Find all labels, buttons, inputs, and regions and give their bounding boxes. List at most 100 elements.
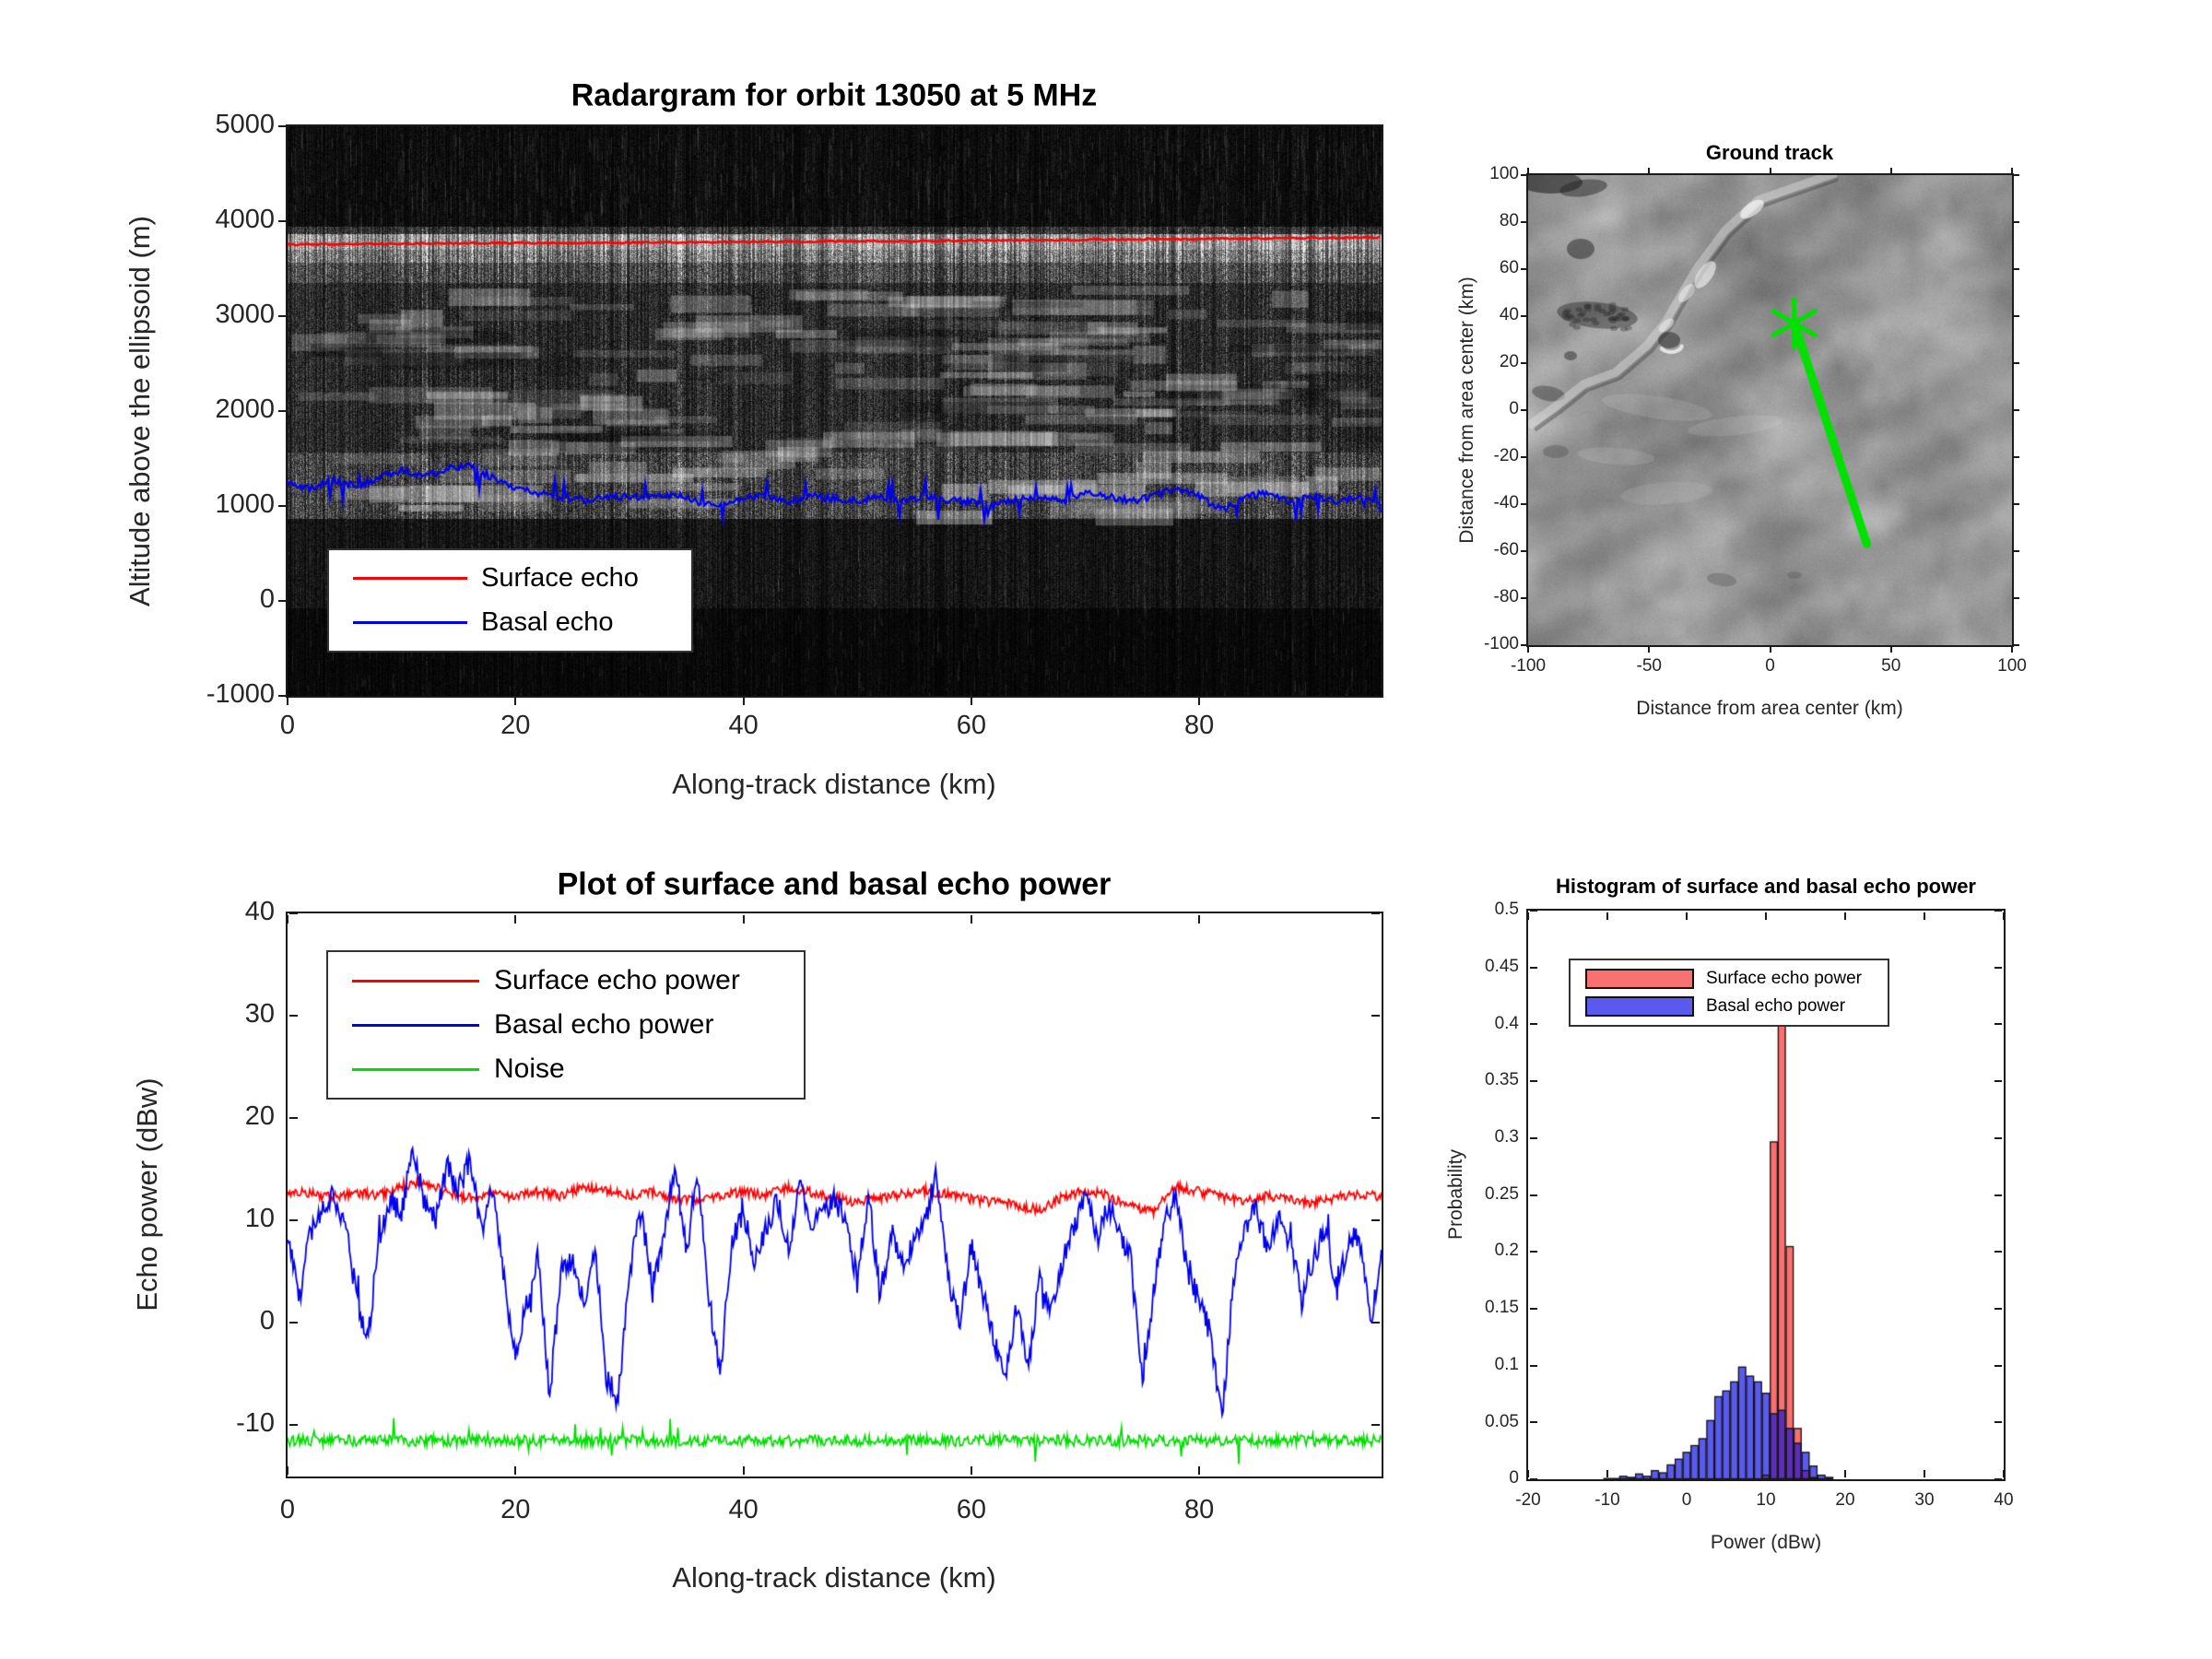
ground-track-tick-mark — [2014, 315, 2019, 317]
radargram-tick-mark — [278, 220, 286, 222]
radargram-tick-mark — [278, 505, 286, 507]
basal-echo-line-swatch — [353, 620, 467, 624]
histogram-y-tick-label: 0.15 — [1485, 1298, 1519, 1318]
legend-entry-surface-echo-power: Surface echo power — [1571, 968, 1888, 989]
radargram-y-tick-label: -1000 — [206, 679, 275, 710]
echo-power-y-tick-label: 0 — [259, 1306, 275, 1336]
ground-track-tick-mark — [1889, 168, 1892, 173]
ground-track-tick-mark — [2014, 174, 2019, 176]
ground-track-tick-mark — [1521, 409, 1526, 411]
ground-track-x-tick-label: -50 — [1636, 656, 1662, 676]
radargram-tick-mark — [1198, 698, 1201, 705]
ground-track-y-tick-label: -60 — [1493, 540, 1519, 560]
histogram-x-axis-label: Power (dBw) — [1710, 1532, 1822, 1553]
ground-track-tick-mark — [2014, 597, 2019, 599]
echo-power-x-tick-label: 40 — [728, 1495, 759, 1524]
legend-label: Noise — [494, 1053, 565, 1084]
legend-entry-noise: Noise — [328, 1053, 804, 1085]
radargram-y-tick-label: 2000 — [215, 394, 275, 425]
ground-track-tick-mark — [1648, 647, 1651, 653]
histogram-y-tick-label: 0.25 — [1485, 1183, 1519, 1204]
ground-track-y-tick-label: -100 — [1483, 634, 1519, 654]
radargram-tick-mark — [278, 410, 286, 412]
histogram-y-tick-label: 0.05 — [1485, 1411, 1519, 1431]
basal-histogram-swatch — [1585, 996, 1694, 1018]
radargram-tick-mark — [278, 125, 286, 127]
ground-track-tick-mark — [2011, 168, 2013, 173]
histogram-x-tick-label: 0 — [1681, 1490, 1692, 1510]
ground-track-tick-mark — [2014, 362, 2019, 364]
radargram-y-tick-label: 5000 — [215, 110, 275, 140]
radargram-y-tick-label: 1000 — [215, 489, 275, 520]
histogram-y-tick-label: 0.35 — [1485, 1070, 1519, 1090]
echo-power-x-tick-label: 0 — [279, 1495, 296, 1524]
ground-track-x-tick-label: -100 — [1510, 656, 1547, 676]
radargram-tick-mark — [970, 698, 972, 705]
ground-track-tick-mark — [2014, 503, 2019, 505]
ground-track-x-axis-label: Distance from area center (km) — [1636, 698, 1903, 719]
echo-power-y-tick-label: -10 — [236, 1408, 275, 1439]
surface-echo-line-swatch — [353, 577, 467, 581]
echo-power-y-tick-label: 10 — [244, 1204, 275, 1234]
ground-track-y-tick-label: -80 — [1493, 587, 1519, 607]
radargram-x-tick-label: 80 — [1184, 711, 1215, 740]
ground-track-y-tick-label: 100 — [1489, 164, 1519, 184]
histogram-x-tick-label: 20 — [1835, 1490, 1855, 1510]
ground-track-x-tick-label: 0 — [1765, 656, 1775, 676]
echo-power-y-tick-label: 40 — [244, 897, 275, 927]
ground-track-tick-mark — [1889, 647, 1892, 653]
radargram-tick-mark — [287, 698, 288, 705]
radargram-tick-mark — [742, 698, 745, 705]
radargram-legend: Surface echo Basal echo — [327, 548, 693, 653]
ground-track-title: Ground track — [1705, 141, 1834, 164]
ground-track-x-tick-label: 50 — [1881, 656, 1901, 676]
ground-track-tick-mark — [2014, 550, 2019, 552]
histogram-legend: Surface echo power Basal echo power — [1569, 959, 1889, 1027]
basal-echo-power-line-swatch — [352, 1023, 479, 1027]
histogram-x-tick-label: 10 — [1756, 1490, 1776, 1510]
echo-power-legend: Surface echo power Basal echo power Nois… — [326, 950, 806, 1100]
surface-echo-power-line-swatch — [352, 979, 479, 982]
radargram-x-axis-label: Along-track distance (km) — [672, 768, 996, 800]
radargram-title: Radargram for orbit 13050 at 5 MHz — [571, 77, 1098, 113]
legend-entry-basal-echo-power: Basal echo power — [328, 1009, 804, 1041]
legend-label: Basal echo power — [1706, 996, 1846, 1017]
ground-track-tick-mark — [2011, 647, 2013, 653]
histogram-y-tick-label: 0.5 — [1494, 900, 1519, 920]
ground-track-tick-mark — [1521, 174, 1526, 176]
radargram-tick-mark — [278, 695, 286, 697]
ground-track-y-tick-label: -40 — [1493, 493, 1519, 513]
ground-track-y-tick-label: 80 — [1499, 211, 1519, 231]
radargram-y-tick-label: 3000 — [215, 300, 275, 330]
echo-power-x-tick-label: 80 — [1184, 1495, 1215, 1524]
ground-track-tick-mark — [1521, 362, 1526, 364]
ground-track-tick-mark — [1769, 168, 1771, 173]
legend-entry-basal-echo: Basal echo — [329, 607, 691, 638]
legend-label: Surface echo power — [1706, 968, 1862, 988]
radargram-y-tick-label: 4000 — [215, 205, 275, 235]
radargram-x-tick-label: 20 — [500, 711, 531, 740]
noise-line-swatch — [352, 1067, 479, 1071]
ground-track-y-tick-label: 0 — [1509, 399, 1519, 419]
radargram-y-tick-label: 0 — [259, 584, 275, 615]
echo-power-y-tick-label: 20 — [244, 1101, 275, 1132]
ground-track-y-tick-label: 20 — [1499, 352, 1519, 372]
histogram-y-tick-label: 0.4 — [1494, 1013, 1519, 1033]
ground-track-tick-mark — [1521, 315, 1526, 317]
ground-track-map — [1528, 175, 2012, 645]
ground-track-tick-mark — [1527, 168, 1529, 173]
histogram-title: Histogram of surface and basal echo powe… — [1555, 875, 1977, 898]
echo-power-title: Plot of surface and basal echo power — [557, 866, 1112, 902]
ground-track-tick-mark — [2014, 644, 2019, 646]
radargram-x-tick-label: 60 — [956, 711, 986, 740]
histogram-x-tick-label: 30 — [1914, 1490, 1935, 1510]
radargram-x-tick-label: 40 — [728, 711, 759, 740]
histogram-y-tick-label: 0.2 — [1494, 1241, 1519, 1261]
legend-label: Basal echo power — [494, 1009, 714, 1040]
radargram-tick-mark — [278, 315, 286, 317]
ground-track-tick-mark — [1521, 597, 1526, 599]
echo-power-x-tick-label: 60 — [956, 1495, 986, 1524]
ground-track-y-tick-label: 60 — [1499, 258, 1519, 278]
histogram-y-tick-label: 0 — [1509, 1468, 1519, 1488]
histogram-x-tick-label: -20 — [1515, 1490, 1541, 1510]
